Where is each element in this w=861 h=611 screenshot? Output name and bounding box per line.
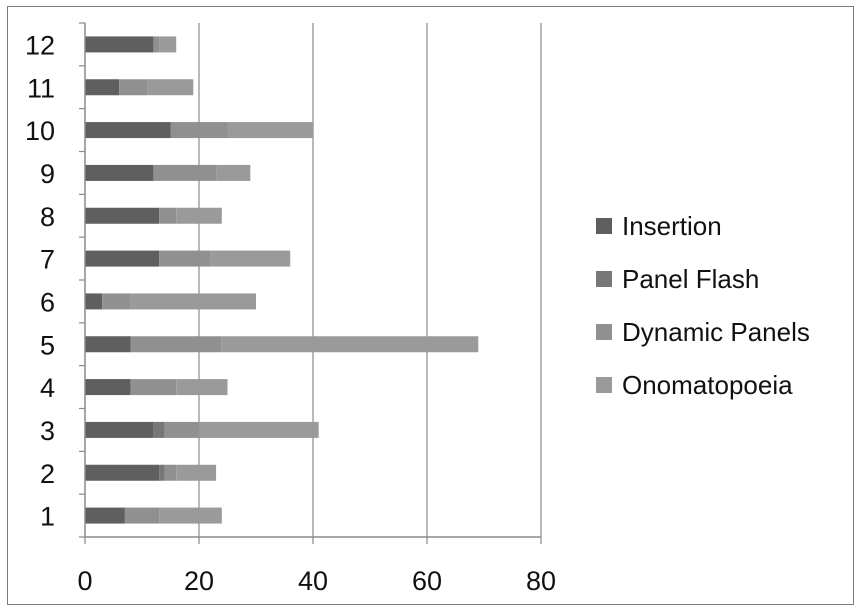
legend-label-onomatopoeia: Onomatopoeia — [622, 370, 793, 400]
bar-dynamic-panels-3 — [164, 421, 199, 438]
bar-insertion-9 — [85, 164, 154, 181]
y-tick-label-6: 6 — [40, 287, 55, 317]
legend-swatch-panel-flash — [596, 271, 612, 287]
bar-onomatopoeia-11 — [147, 79, 194, 96]
y-tick-label-5: 5 — [40, 330, 55, 360]
bar-insertion-10 — [85, 122, 171, 139]
y-tick-label-10: 10 — [25, 116, 55, 146]
y-tick-label-9: 9 — [40, 159, 55, 189]
x-tick-label-0: 0 — [77, 566, 92, 596]
bar-dynamic-panels-6 — [102, 293, 131, 310]
legend-swatch-insertion — [596, 218, 612, 234]
bar-onomatopoeia-8 — [176, 207, 222, 224]
bar-onomatopoeia-6 — [130, 293, 256, 310]
bar-onomatopoeia-1 — [159, 507, 222, 524]
legend-label-dynamic-panels: Dynamic Panels — [622, 317, 810, 347]
bar-onomatopoeia-2 — [176, 464, 217, 481]
bar-insertion-3 — [85, 421, 154, 438]
bar-onomatopoeia-5 — [221, 336, 479, 353]
x-tick-label-20: 20 — [184, 566, 214, 596]
gridlines — [198, 23, 542, 537]
y-tick-label-12: 12 — [25, 30, 55, 60]
bar-dynamic-panels-11 — [119, 79, 148, 96]
bar-insertion-4 — [85, 379, 131, 396]
y-tick-label-4: 4 — [40, 373, 55, 403]
legend-label-insertion: Insertion — [622, 211, 722, 241]
bar-onomatopoeia-7 — [210, 250, 291, 267]
bar-dynamic-panels-1 — [124, 507, 160, 524]
bar-insertion-2 — [85, 464, 160, 481]
bar-onomatopoeia-3 — [199, 421, 319, 438]
x-tick-label-40: 40 — [298, 566, 328, 596]
x-tick-label-80: 80 — [526, 566, 556, 596]
bar-panel-flash-3 — [153, 421, 165, 438]
bar-onomatopoeia-4 — [176, 379, 228, 396]
legend-swatch-dynamic-panels — [596, 324, 612, 340]
y-tick-label-8: 8 — [40, 202, 55, 232]
x-tick-label-60: 60 — [412, 566, 442, 596]
bars — [85, 36, 479, 524]
bar-panel-flash-2 — [159, 464, 165, 481]
y-tick-label-2: 2 — [40, 459, 55, 489]
bar-dynamic-panels-9 — [153, 164, 217, 181]
bar-dynamic-panels-2 — [164, 464, 177, 481]
axes — [79, 22, 542, 544]
legend-swatch-onomatopoeia — [596, 377, 612, 393]
y-tick-label-11: 11 — [27, 73, 55, 103]
bar-onomatopoeia-9 — [216, 164, 251, 181]
legend: Insertion Panel Flash Dynamic Panels Onomat… — [596, 211, 810, 400]
bar-insertion-11 — [85, 79, 120, 96]
bar-onomatopoeia-10 — [227, 122, 313, 139]
bar-dynamic-panels-8 — [159, 207, 177, 224]
legend-label-panel-flash: Panel Flash — [622, 264, 759, 294]
y-tick-label-1: 1 — [40, 502, 55, 532]
bar-insertion-5 — [85, 336, 131, 353]
bar-insertion-7 — [85, 250, 160, 267]
bar-dynamic-panels-10 — [170, 122, 228, 139]
bar-onomatopoeia-12 — [159, 36, 177, 53]
bar-insertion-1 — [85, 507, 125, 524]
bar-insertion-12 — [85, 36, 154, 53]
bar-dynamic-panels-7 — [159, 250, 211, 267]
x-tick-labels: 0 20 40 60 80 — [77, 566, 556, 596]
bar-insertion-6 — [85, 293, 103, 310]
y-tick-label-3: 3 — [40, 416, 55, 446]
bar-dynamic-panels-12 — [153, 36, 160, 53]
bar-dynamic-panels-4 — [130, 379, 177, 396]
bar-insertion-8 — [85, 207, 160, 224]
bar-dynamic-panels-5 — [130, 336, 222, 353]
y-tick-label-7: 7 — [40, 245, 55, 275]
